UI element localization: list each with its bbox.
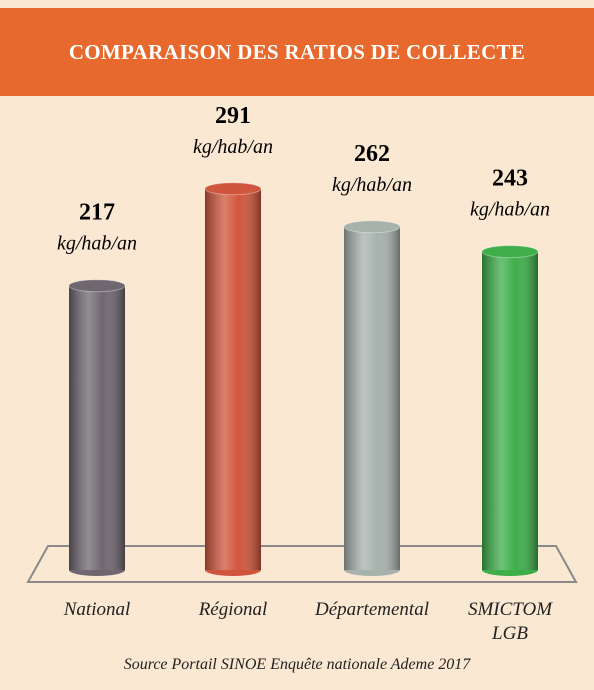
source: Source Portail SINOE Enquête nationale A… xyxy=(123,656,471,673)
bar-top xyxy=(343,220,401,234)
value-label: 262 xyxy=(354,141,390,167)
bar xyxy=(68,279,126,576)
unit-label: kg/hab/an xyxy=(332,174,412,196)
bar-shade xyxy=(344,226,400,570)
bar-shade xyxy=(482,251,538,571)
bar xyxy=(343,220,401,576)
value-label: 291 xyxy=(215,103,251,129)
unit-label: kg/hab/an xyxy=(57,233,137,255)
category-label: National xyxy=(63,599,131,620)
category-label: Régional xyxy=(198,599,268,620)
bar-shade xyxy=(69,285,125,570)
category-label: Départemental xyxy=(315,599,429,620)
bar xyxy=(204,182,262,576)
bar-top xyxy=(68,279,126,293)
bar-top xyxy=(481,245,539,259)
bar xyxy=(481,245,539,576)
value-label: 243 xyxy=(492,166,528,192)
chart-title: COMPARAISON DES RATIOS DE COLLECTE xyxy=(0,8,594,96)
unit-label: kg/hab/an xyxy=(470,199,550,221)
bar-shade xyxy=(205,188,261,571)
bar-top xyxy=(204,182,262,196)
unit-label: kg/hab/an xyxy=(193,136,273,158)
category-label: SMICTOM LGB xyxy=(467,599,553,644)
value-label: 217 xyxy=(79,200,115,226)
